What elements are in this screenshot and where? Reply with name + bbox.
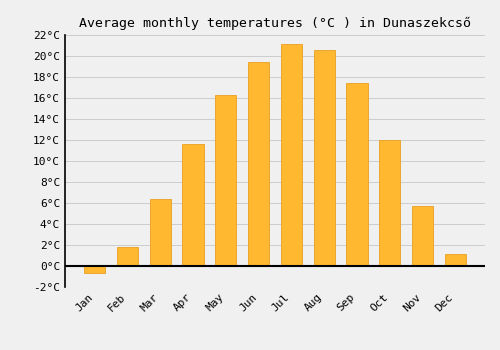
Title: Average monthly temperatures (°C ) in Dunaszekcső: Average monthly temperatures (°C ) in Du… — [79, 16, 471, 30]
Bar — [314, 50, 335, 266]
Bar — [84, 266, 106, 273]
Bar — [150, 199, 171, 266]
Bar — [215, 95, 236, 266]
Bar — [412, 206, 433, 266]
Bar — [182, 144, 204, 266]
Bar — [379, 140, 400, 266]
Bar — [444, 254, 466, 266]
Bar — [117, 247, 138, 266]
Bar — [280, 44, 302, 266]
Bar — [248, 62, 270, 266]
Bar — [346, 83, 368, 266]
